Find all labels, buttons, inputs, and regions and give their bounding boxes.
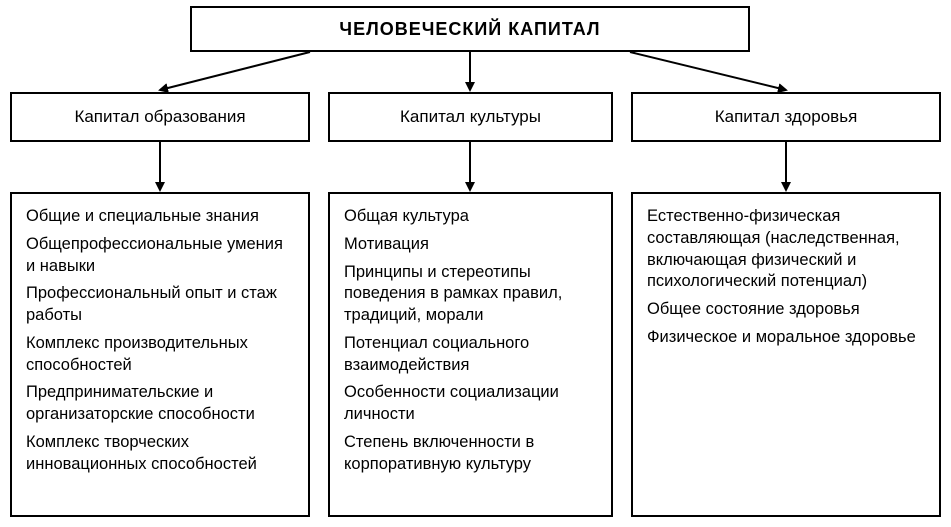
list-item: Предпринимательские и организаторские сп…: [26, 382, 294, 426]
list-item: Степень включенности в корпоративную кул…: [344, 432, 597, 476]
list-item: Общепрофессиональные умения и навыки: [26, 234, 294, 278]
list-item: Мотивация: [344, 234, 597, 256]
list-item: Особенности социализации личности: [344, 382, 597, 426]
category-label: Капитал здоровья: [715, 107, 858, 127]
root-node: ЧЕЛОВЕЧЕСКИЙ КАПИТАЛ: [190, 6, 750, 52]
details-list: Естественно-физическая составляющая (нас…: [647, 206, 925, 349]
details-list: Общая культура Мотивация Принципы и стер…: [344, 206, 597, 475]
category-node-culture: Капитал культуры: [328, 92, 613, 142]
category-node-education: Капитал образования: [10, 92, 310, 142]
category-label: Капитал культуры: [400, 107, 541, 127]
list-item: Профессиональный опыт и стаж работы: [26, 283, 294, 327]
details-list: Общие и специальные знания Общепрофессио…: [26, 206, 294, 475]
details-node-culture: Общая культура Мотивация Принципы и стер…: [328, 192, 613, 517]
list-item: Комплекс творческих инновационных способ…: [26, 432, 294, 476]
list-item: Физическое и моральное здоровье: [647, 327, 925, 349]
diagram-canvas: ЧЕЛОВЕЧЕСКИЙ КАПИТАЛ Капитал образования…: [0, 0, 951, 527]
edge-root-education: [160, 52, 310, 90]
category-node-health: Капитал здоровья: [631, 92, 941, 142]
list-item: Общая культура: [344, 206, 597, 228]
category-label: Капитал образования: [74, 107, 245, 127]
list-item: Естественно-физическая составляющая (нас…: [647, 206, 925, 293]
root-label: ЧЕЛОВЕЧЕСКИЙ КАПИТАЛ: [339, 19, 600, 40]
list-item: Общие и специальные знания: [26, 206, 294, 228]
edge-root-health: [630, 52, 786, 90]
details-node-health: Естественно-физическая составляющая (нас…: [631, 192, 941, 517]
details-node-education: Общие и специальные знания Общепрофессио…: [10, 192, 310, 517]
list-item: Общее состояние здоровья: [647, 299, 925, 321]
list-item: Комплекс производительных способностей: [26, 333, 294, 377]
list-item: Потенциал социального взаимодействия: [344, 333, 597, 377]
list-item: Принципы и стереотипы поведения в рамках…: [344, 262, 597, 327]
